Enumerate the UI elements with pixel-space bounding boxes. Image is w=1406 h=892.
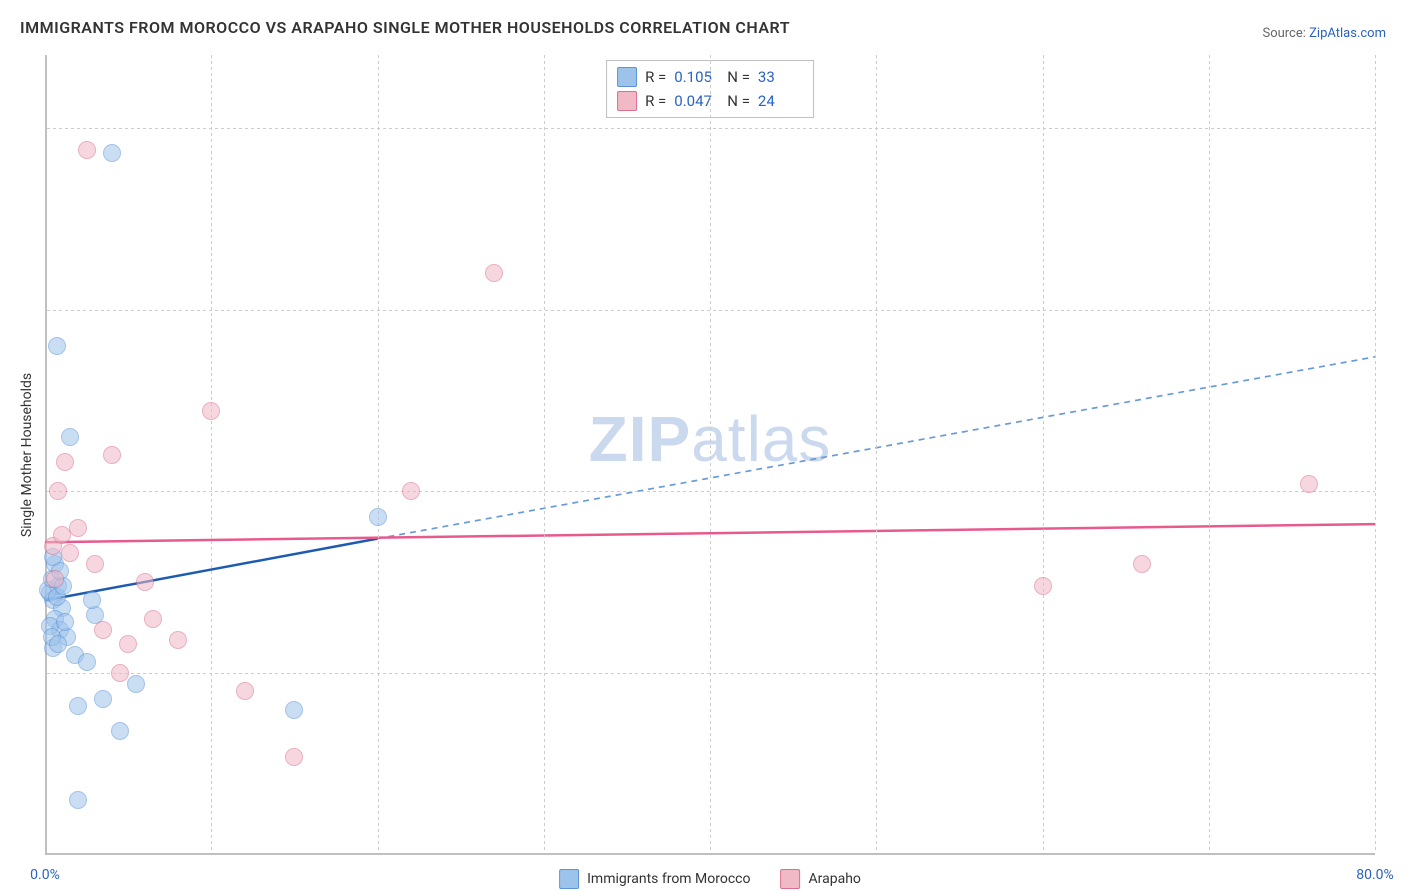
point-series-1	[78, 653, 96, 671]
gridline-v	[1043, 55, 1044, 853]
source-link[interactable]: ZipAtlas.com	[1309, 26, 1386, 41]
series-2-name: Arapaho	[808, 871, 860, 887]
source-label: Source:	[1262, 26, 1309, 41]
y-tick-label: 10.0%	[1385, 483, 1406, 499]
legend-item-series-1: Immigrants from Morocco	[559, 869, 750, 889]
point-series-1	[127, 675, 145, 693]
series-2-swatch	[617, 91, 637, 111]
point-series-2	[78, 141, 96, 159]
y-axis-title: Single Mother Households	[19, 373, 35, 537]
point-series-2	[119, 635, 137, 653]
point-series-2	[46, 570, 64, 588]
series-2-swatch	[780, 869, 800, 889]
point-series-2	[56, 453, 74, 471]
gridline-v	[710, 55, 711, 853]
y-tick-label: 20.0%	[1385, 120, 1406, 136]
series-1-swatch	[559, 869, 579, 889]
gridline-v	[378, 55, 379, 853]
point-series-2	[1300, 475, 1318, 493]
point-series-2	[53, 526, 71, 544]
gridline-h	[47, 673, 1375, 674]
x-tick-label: 80.0%	[1356, 867, 1394, 883]
gridline-v	[211, 55, 212, 853]
y-tick-label: 5.0%	[1385, 665, 1406, 681]
source-attribution: Source: ZipAtlas.com	[1262, 26, 1386, 41]
point-series-1	[61, 428, 79, 446]
legend-item-series-2: Arapaho	[780, 869, 860, 889]
point-series-1	[94, 690, 112, 708]
series-1-name: Immigrants from Morocco	[587, 871, 750, 887]
gridline-v	[876, 55, 877, 853]
point-series-2	[94, 621, 112, 639]
point-series-2	[485, 264, 503, 282]
chart-container: IMMIGRANTS FROM MOROCCO VS ARAPAHO SINGL…	[0, 0, 1406, 892]
gridline-h	[47, 128, 1375, 129]
point-series-2	[136, 573, 154, 591]
point-series-2	[1034, 577, 1052, 595]
point-series-2	[86, 555, 104, 573]
r-label: R =	[645, 68, 666, 86]
gridline-h	[47, 491, 1375, 492]
series-legend: Immigrants from Morocco Arapaho	[559, 869, 861, 889]
gridline-v	[1209, 55, 1210, 853]
point-series-1	[103, 144, 121, 162]
gridline-v	[1375, 55, 1376, 853]
point-series-2	[285, 748, 303, 766]
point-series-1	[285, 701, 303, 719]
point-series-2	[111, 664, 129, 682]
series-1-r-value: 0.105	[674, 68, 719, 86]
point-series-1	[49, 635, 67, 653]
point-series-2	[1133, 555, 1151, 573]
point-series-2	[61, 544, 79, 562]
point-series-1	[111, 722, 129, 740]
point-series-1	[56, 613, 74, 631]
point-series-1	[48, 337, 66, 355]
gridline-v	[544, 55, 545, 853]
r-label: R =	[645, 92, 666, 110]
point-series-2	[236, 682, 254, 700]
point-series-2	[49, 482, 67, 500]
series-2-n-value: 24	[758, 92, 803, 110]
point-series-2	[169, 631, 187, 649]
n-label: N =	[727, 92, 750, 110]
x-tick-label: 0.0%	[30, 867, 60, 883]
point-series-2	[202, 402, 220, 420]
point-series-1	[69, 697, 87, 715]
y-tick-label: 15.0%	[1385, 302, 1406, 318]
n-label: N =	[727, 68, 750, 86]
point-series-2	[402, 482, 420, 500]
gridline-h	[47, 310, 1375, 311]
point-series-1	[369, 508, 387, 526]
point-series-2	[103, 446, 121, 464]
point-series-1	[69, 791, 87, 809]
point-series-1	[83, 591, 101, 609]
point-series-2	[69, 519, 87, 537]
chart-title: IMMIGRANTS FROM MOROCCO VS ARAPAHO SINGL…	[20, 18, 790, 37]
series-1-swatch	[617, 67, 637, 87]
plot-area: Single Mother Households ZIPatlas R = 0.…	[45, 55, 1375, 855]
series-2-r-value: 0.047	[674, 92, 719, 110]
point-series-2	[144, 610, 162, 628]
series-1-n-value: 33	[758, 68, 803, 86]
